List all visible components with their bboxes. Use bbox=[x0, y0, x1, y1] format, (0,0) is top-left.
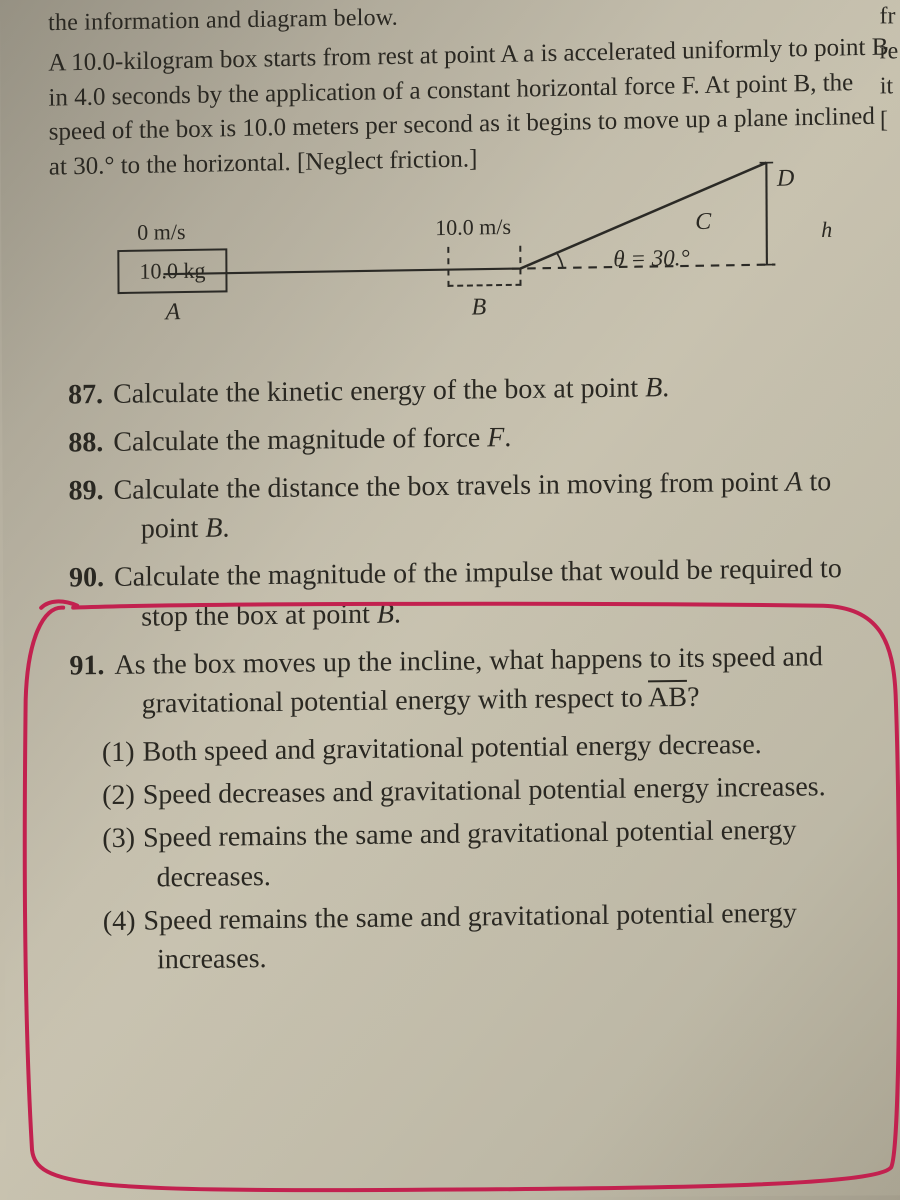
option-1: (1)Both speed and gravitational potentia… bbox=[156, 723, 894, 771]
box-b-velocity: 10.0 m/s bbox=[435, 214, 511, 241]
opt1-n: (1) bbox=[102, 737, 135, 768]
page: fr re it [ the information and diagram b… bbox=[0, 0, 900, 1200]
opt4-n: (4) bbox=[103, 905, 136, 936]
q90-num: 90. bbox=[69, 562, 104, 593]
opt2-t: Speed decreases and gravitational potent… bbox=[143, 771, 826, 810]
label-h: h bbox=[821, 217, 832, 243]
opt4-t: Speed remains the same and gravitational… bbox=[143, 897, 797, 975]
q89-c: . bbox=[222, 513, 229, 544]
label-b: B bbox=[472, 294, 487, 321]
question-87: 87. Calculate the kinetic energy of the b… bbox=[50, 365, 892, 415]
question-90: 90. Calculate the magnitude of the impuls… bbox=[51, 548, 893, 638]
q89-it2: B bbox=[205, 513, 222, 544]
box-b: 10.0 m/s bbox=[447, 246, 521, 287]
q87-it: B bbox=[645, 372, 662, 403]
label-d: D bbox=[777, 165, 794, 192]
box-a-velocity: 0 m/s bbox=[137, 219, 185, 246]
q88-num: 88. bbox=[68, 427, 103, 458]
q91-b: ? bbox=[687, 682, 700, 713]
label-c: C bbox=[695, 209, 711, 236]
q90-it: B bbox=[377, 598, 394, 629]
q91-num: 91. bbox=[69, 650, 104, 681]
q91-a: As the box moves up the incline, what ha… bbox=[114, 641, 823, 720]
q90-b: . bbox=[394, 598, 401, 629]
q89-a: Calculate the distance the box travels i… bbox=[113, 466, 785, 505]
option-2: (2)Speed decreases and gravitational pot… bbox=[156, 767, 894, 815]
box-a: 0 m/s 10.0 kg bbox=[117, 248, 227, 294]
question-89: 89. Calculate the distance the box travel… bbox=[50, 461, 892, 551]
label-theta: θ = 30.° bbox=[613, 245, 689, 272]
intro-line: the information and diagram below. bbox=[48, 0, 890, 37]
label-a: A bbox=[166, 299, 181, 326]
opt3-n: (3) bbox=[102, 823, 135, 854]
options: (1) Both speed and gravitational potentia… bbox=[52, 723, 895, 980]
q88-it: F bbox=[487, 422, 504, 453]
q87-b: . bbox=[662, 372, 669, 403]
opt1-t: Both speed and gravitational potential e… bbox=[143, 729, 762, 768]
opt2-n: (2) bbox=[102, 780, 135, 811]
q88-b: . bbox=[504, 422, 511, 453]
q87-a: Calculate the kinetic energy of the box … bbox=[113, 372, 645, 410]
diagram: 0 m/s 10.0 kg A 10.0 m/s B θ = 30.° C D … bbox=[59, 184, 880, 367]
questions: 87. Calculate the kinetic energy of the b… bbox=[50, 365, 895, 980]
q89-num: 89. bbox=[68, 475, 103, 506]
q91-ol: AB bbox=[648, 682, 687, 713]
option-4: (4)Speed remains the same and gravitatio… bbox=[157, 892, 895, 979]
question-91: 91. As the box moves up the incline, what… bbox=[51, 636, 893, 726]
box-a-mass: 10.0 kg bbox=[119, 250, 225, 292]
q88-a: Calculate the magnitude of force bbox=[113, 422, 487, 458]
question-88: 88. Calculate the magnitude of force F. bbox=[50, 413, 892, 463]
q90-a: Calculate the magnitude of the impulse t… bbox=[114, 553, 842, 632]
opt3-t: Speed remains the same and gravitational… bbox=[143, 815, 797, 893]
option-3: (3)Speed remains the same and gravitatio… bbox=[156, 810, 894, 897]
q89-it: A bbox=[785, 466, 802, 497]
q87-num: 87. bbox=[68, 379, 103, 410]
